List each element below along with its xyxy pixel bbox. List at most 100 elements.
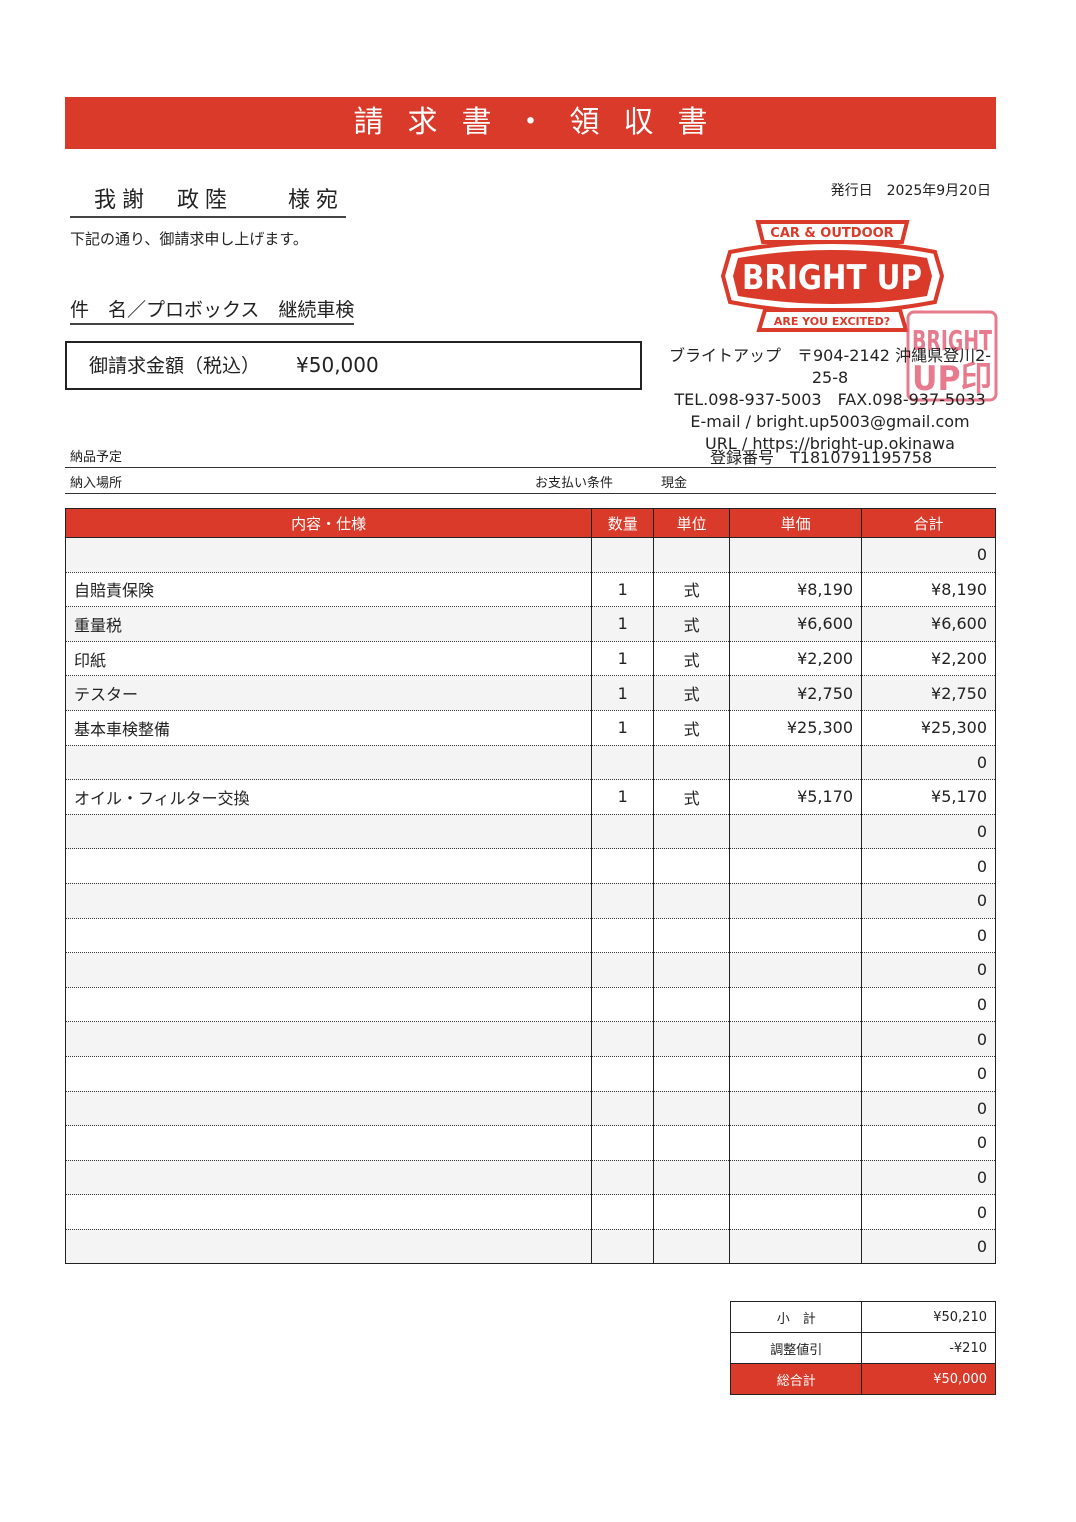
registration-number: 登録番号 T1810791195758 — [710, 444, 932, 468]
item-description — [64, 1056, 593, 1092]
item-total: 0 — [861, 918, 996, 954]
item-description: 基本車検整備 — [64, 710, 593, 746]
item-description: 印紙 — [64, 641, 593, 677]
item-unit-price: ¥2,750 — [729, 675, 863, 711]
item-total: ¥8,190 — [861, 572, 996, 608]
item-quantity — [591, 537, 655, 573]
item-description — [64, 883, 593, 919]
item-quantity — [591, 1021, 655, 1057]
issue-date-label: 発行日 — [830, 183, 873, 199]
table-row: オイル・フィルター交換 1 式 ¥5,170 ¥5,170 — [64, 779, 996, 815]
item-unit — [653, 1160, 731, 1196]
table-row: 0 — [64, 1229, 996, 1265]
item-unit-price — [729, 1160, 863, 1196]
registration-value: T1810791195758 — [790, 448, 933, 467]
item-unit: 式 — [653, 779, 731, 815]
item-unit-price — [729, 1021, 863, 1057]
item-total: 0 — [861, 883, 996, 919]
svg-text:CAR & OUTDOOR: CAR & OUTDOOR — [770, 226, 893, 241]
item-unit — [653, 918, 731, 954]
item-unit — [653, 537, 731, 573]
table-row: 印紙 1 式 ¥2,200 ¥2,200 — [64, 641, 996, 677]
item-total: 0 — [861, 1194, 996, 1230]
grand-total-value: ¥50,000 — [861, 1363, 996, 1395]
item-unit-price — [729, 814, 863, 850]
item-quantity — [591, 918, 655, 954]
item-description — [64, 814, 593, 850]
table-row: 0 — [64, 1160, 996, 1196]
item-description: テスター — [64, 675, 593, 711]
item-unit-price — [729, 745, 863, 781]
company-info: ブライトアップ 〒904-2142 沖縄県登川2-25-8 TEL.098-93… — [660, 345, 1000, 455]
item-unit-price — [729, 1194, 863, 1230]
amount-value: ¥50,000 — [296, 353, 379, 377]
item-unit-price — [729, 952, 863, 988]
grand-total-label: 総合計 — [729, 1363, 863, 1395]
table-row: テスター 1 式 ¥2,750 ¥2,750 — [64, 675, 996, 711]
item-quantity — [591, 814, 655, 850]
item-total: 0 — [861, 1160, 996, 1196]
item-quantity: 1 — [591, 675, 655, 711]
table-row: 0 — [64, 745, 996, 781]
item-unit: 式 — [653, 572, 731, 608]
table-row: 0 — [64, 883, 996, 919]
item-unit-price — [729, 848, 863, 884]
item-quantity — [591, 1229, 655, 1265]
company-phone: TEL.098-937-5003 FAX.098-937-5033 — [674, 390, 986, 409]
item-unit-price — [729, 1091, 863, 1127]
document-title: 請求書・領収書 — [65, 97, 996, 149]
item-quantity: 1 — [591, 779, 655, 815]
table-row: 0 — [64, 918, 996, 954]
item-unit-price: ¥5,170 — [729, 779, 863, 815]
header-quantity: 数量 — [591, 508, 655, 538]
header-unit-price: 単価 — [729, 508, 863, 538]
item-total: 0 — [861, 1229, 996, 1265]
payment-terms-label: お支払い条件 — [535, 476, 614, 491]
table-row: 0 — [64, 952, 996, 988]
item-unit: 式 — [653, 675, 731, 711]
recipient-name: 我謝 政陸 様宛 — [70, 182, 346, 218]
table-row: 0 — [64, 537, 996, 573]
registration-label: 登録番号 — [710, 448, 775, 467]
header-unit: 単位 — [653, 508, 731, 538]
company-seal-stamp: BRIGHT UP印 — [906, 310, 998, 402]
item-unit — [653, 883, 731, 919]
item-description: 自賠責保険 — [64, 572, 593, 608]
item-quantity: 1 — [591, 641, 655, 677]
item-unit-price — [729, 537, 863, 573]
item-total: 0 — [861, 1125, 996, 1161]
item-unit-price — [729, 1125, 863, 1161]
item-unit — [653, 1229, 731, 1265]
item-quantity — [591, 883, 655, 919]
svg-text:UP印: UP印 — [912, 359, 992, 399]
delivery-date-row: 納品予定 — [65, 446, 996, 468]
item-description — [64, 1194, 593, 1230]
svg-text:BRIGHT: BRIGHT — [912, 324, 992, 357]
item-total: ¥6,600 — [861, 606, 996, 642]
table-row: 0 — [64, 1021, 996, 1057]
item-quantity: 1 — [591, 572, 655, 608]
table-row: 重量税 1 式 ¥6,600 ¥6,600 — [64, 606, 996, 642]
header-total: 合計 — [861, 508, 996, 538]
bright-up-logo: CAR & OUTDOOR BRIGHT UP ARE YOU EXCITED? — [720, 220, 945, 332]
table-row: 0 — [64, 848, 996, 884]
item-total: ¥2,750 — [861, 675, 996, 711]
issue-date-value: 2025年9月20日 — [886, 183, 991, 199]
table-row: 0 — [64, 1194, 996, 1230]
item-unit — [653, 814, 731, 850]
item-unit: 式 — [653, 710, 731, 746]
subtotal-label: 小 計 — [729, 1301, 863, 1333]
line-items-table: 内容・仕様 数量 単位 単価 合計 0 自賠責保険 1 式 ¥8,190 ¥8,190 重量… — [64, 508, 996, 1265]
item-quantity — [591, 1194, 655, 1230]
issue-date: 発行日 2025年9月20日 — [831, 180, 991, 200]
item-unit — [653, 1056, 731, 1092]
item-description — [64, 537, 593, 573]
item-unit — [653, 987, 731, 1023]
item-unit — [653, 745, 731, 781]
delivery-place-label: 納入場所 — [70, 476, 123, 491]
item-unit-price — [729, 987, 863, 1023]
invoice-amount-box: 御請求金額（税込） ¥50,000 — [65, 341, 642, 390]
totals-table: 小 計 ¥50,210 調整値引 -¥210 総合計 ¥50,000 — [729, 1301, 996, 1395]
item-total: 0 — [861, 952, 996, 988]
item-quantity: 1 — [591, 710, 655, 746]
